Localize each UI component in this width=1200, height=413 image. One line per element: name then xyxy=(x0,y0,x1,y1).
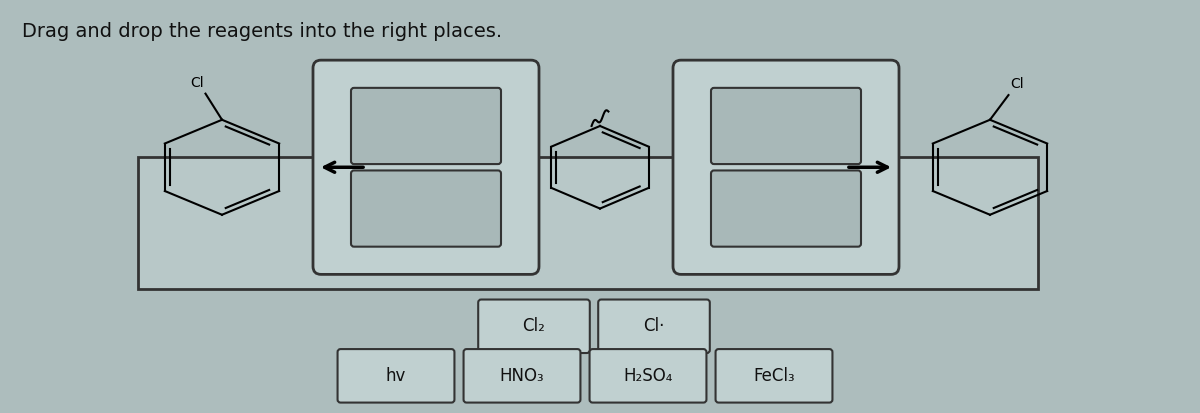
Text: Cl: Cl xyxy=(1010,77,1024,91)
Text: Cl: Cl xyxy=(190,76,204,90)
Text: Drag and drop the reagents into the right places.: Drag and drop the reagents into the righ… xyxy=(22,22,502,41)
Text: Cl·: Cl· xyxy=(643,317,665,335)
FancyBboxPatch shape xyxy=(352,88,502,164)
FancyBboxPatch shape xyxy=(352,171,502,247)
Text: hv: hv xyxy=(386,367,406,385)
FancyBboxPatch shape xyxy=(313,60,539,274)
Text: HNO₃: HNO₃ xyxy=(499,367,545,385)
FancyBboxPatch shape xyxy=(463,349,581,403)
FancyBboxPatch shape xyxy=(599,299,710,353)
Text: Cl₂: Cl₂ xyxy=(522,317,546,335)
Bar xyxy=(138,157,1038,289)
FancyBboxPatch shape xyxy=(337,349,455,403)
FancyBboxPatch shape xyxy=(673,60,899,274)
FancyBboxPatch shape xyxy=(715,349,833,403)
FancyBboxPatch shape xyxy=(478,299,590,353)
Text: H₂SO₄: H₂SO₄ xyxy=(623,367,673,385)
FancyBboxPatch shape xyxy=(710,88,862,164)
FancyBboxPatch shape xyxy=(589,349,707,403)
Text: FeCl₃: FeCl₃ xyxy=(754,367,794,385)
FancyBboxPatch shape xyxy=(710,171,862,247)
